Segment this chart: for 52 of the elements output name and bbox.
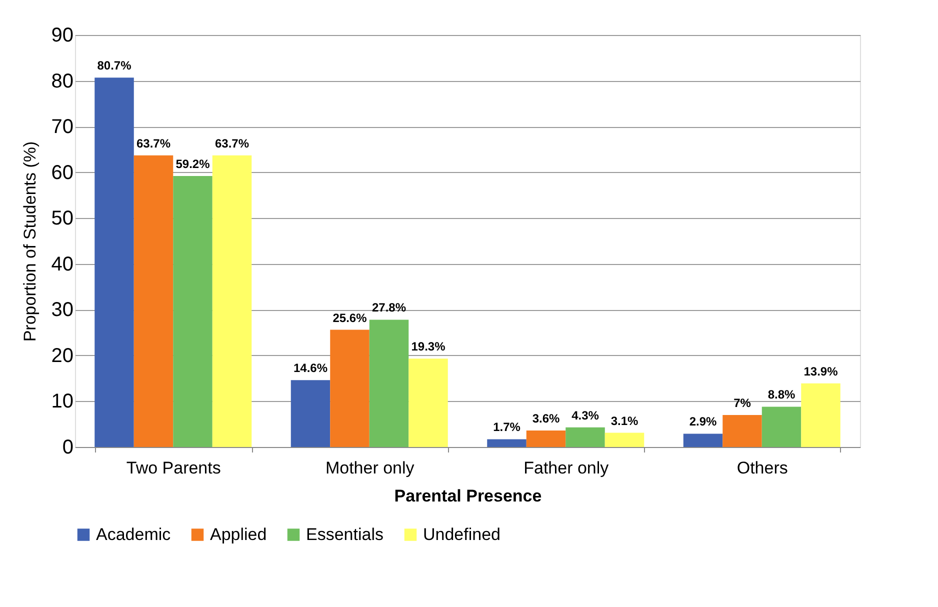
bar [173,176,212,447]
legend-label: Essentials [306,524,384,544]
data-label: 14.6% [293,361,328,376]
bar [801,383,840,447]
y-tick-label: 90 [51,24,74,46]
x-axis-title: Parental Presence [394,486,542,506]
y-tick-label: 30 [51,299,74,322]
bar [369,320,409,447]
bar [566,427,605,447]
bar [330,330,370,447]
bar [604,432,644,447]
y-tick-label: 60 [51,162,74,184]
data-label: 27.8% [372,300,406,315]
y-tick-label: 20 [51,344,74,367]
y-tick-label: 0 [62,436,74,458]
bar [408,358,448,447]
bar [290,380,330,447]
y-tick-label: 50 [51,208,74,230]
legend-label: Undefined [423,524,501,544]
legend-label: Academic [96,524,172,544]
y-tick-label: 10 [51,390,74,413]
bar [94,78,134,447]
data-label: 63.7% [214,136,250,150]
bar [722,414,762,447]
data-label: 1.7% [493,420,521,434]
data-label: 63.7% [136,136,171,150]
data-label: 3.1% [610,414,638,428]
bar [134,155,174,447]
bar [526,430,566,447]
bar [762,406,802,447]
data-label: 2.9% [689,414,717,429]
legend-label: Applied [210,524,267,544]
data-label: 59.2% [176,156,210,171]
x-tick-label: Mother only [325,458,415,478]
data-label: 7% [734,396,752,410]
x-tick-label: Others [736,458,788,478]
x-tick-label: Two Parents [126,458,221,478]
data-label: 25.6% [332,310,368,325]
data-label: 3.6% [532,412,560,426]
data-label: 80.7% [97,58,132,73]
y-tick-label: 80 [51,70,74,92]
bar [487,439,526,447]
data-label: 13.9% [804,364,838,378]
y-tick-label: 40 [51,253,74,276]
bar [683,434,723,447]
bar [212,155,252,447]
x-tick-label: Father only [524,458,610,478]
y-tick-label: 70 [51,116,74,138]
data-label: 8.8% [768,388,796,402]
y-axis-title: Proportion of Students (%) [20,141,40,342]
data-label: 19.3% [411,340,446,354]
data-label: 4.3% [572,408,600,422]
